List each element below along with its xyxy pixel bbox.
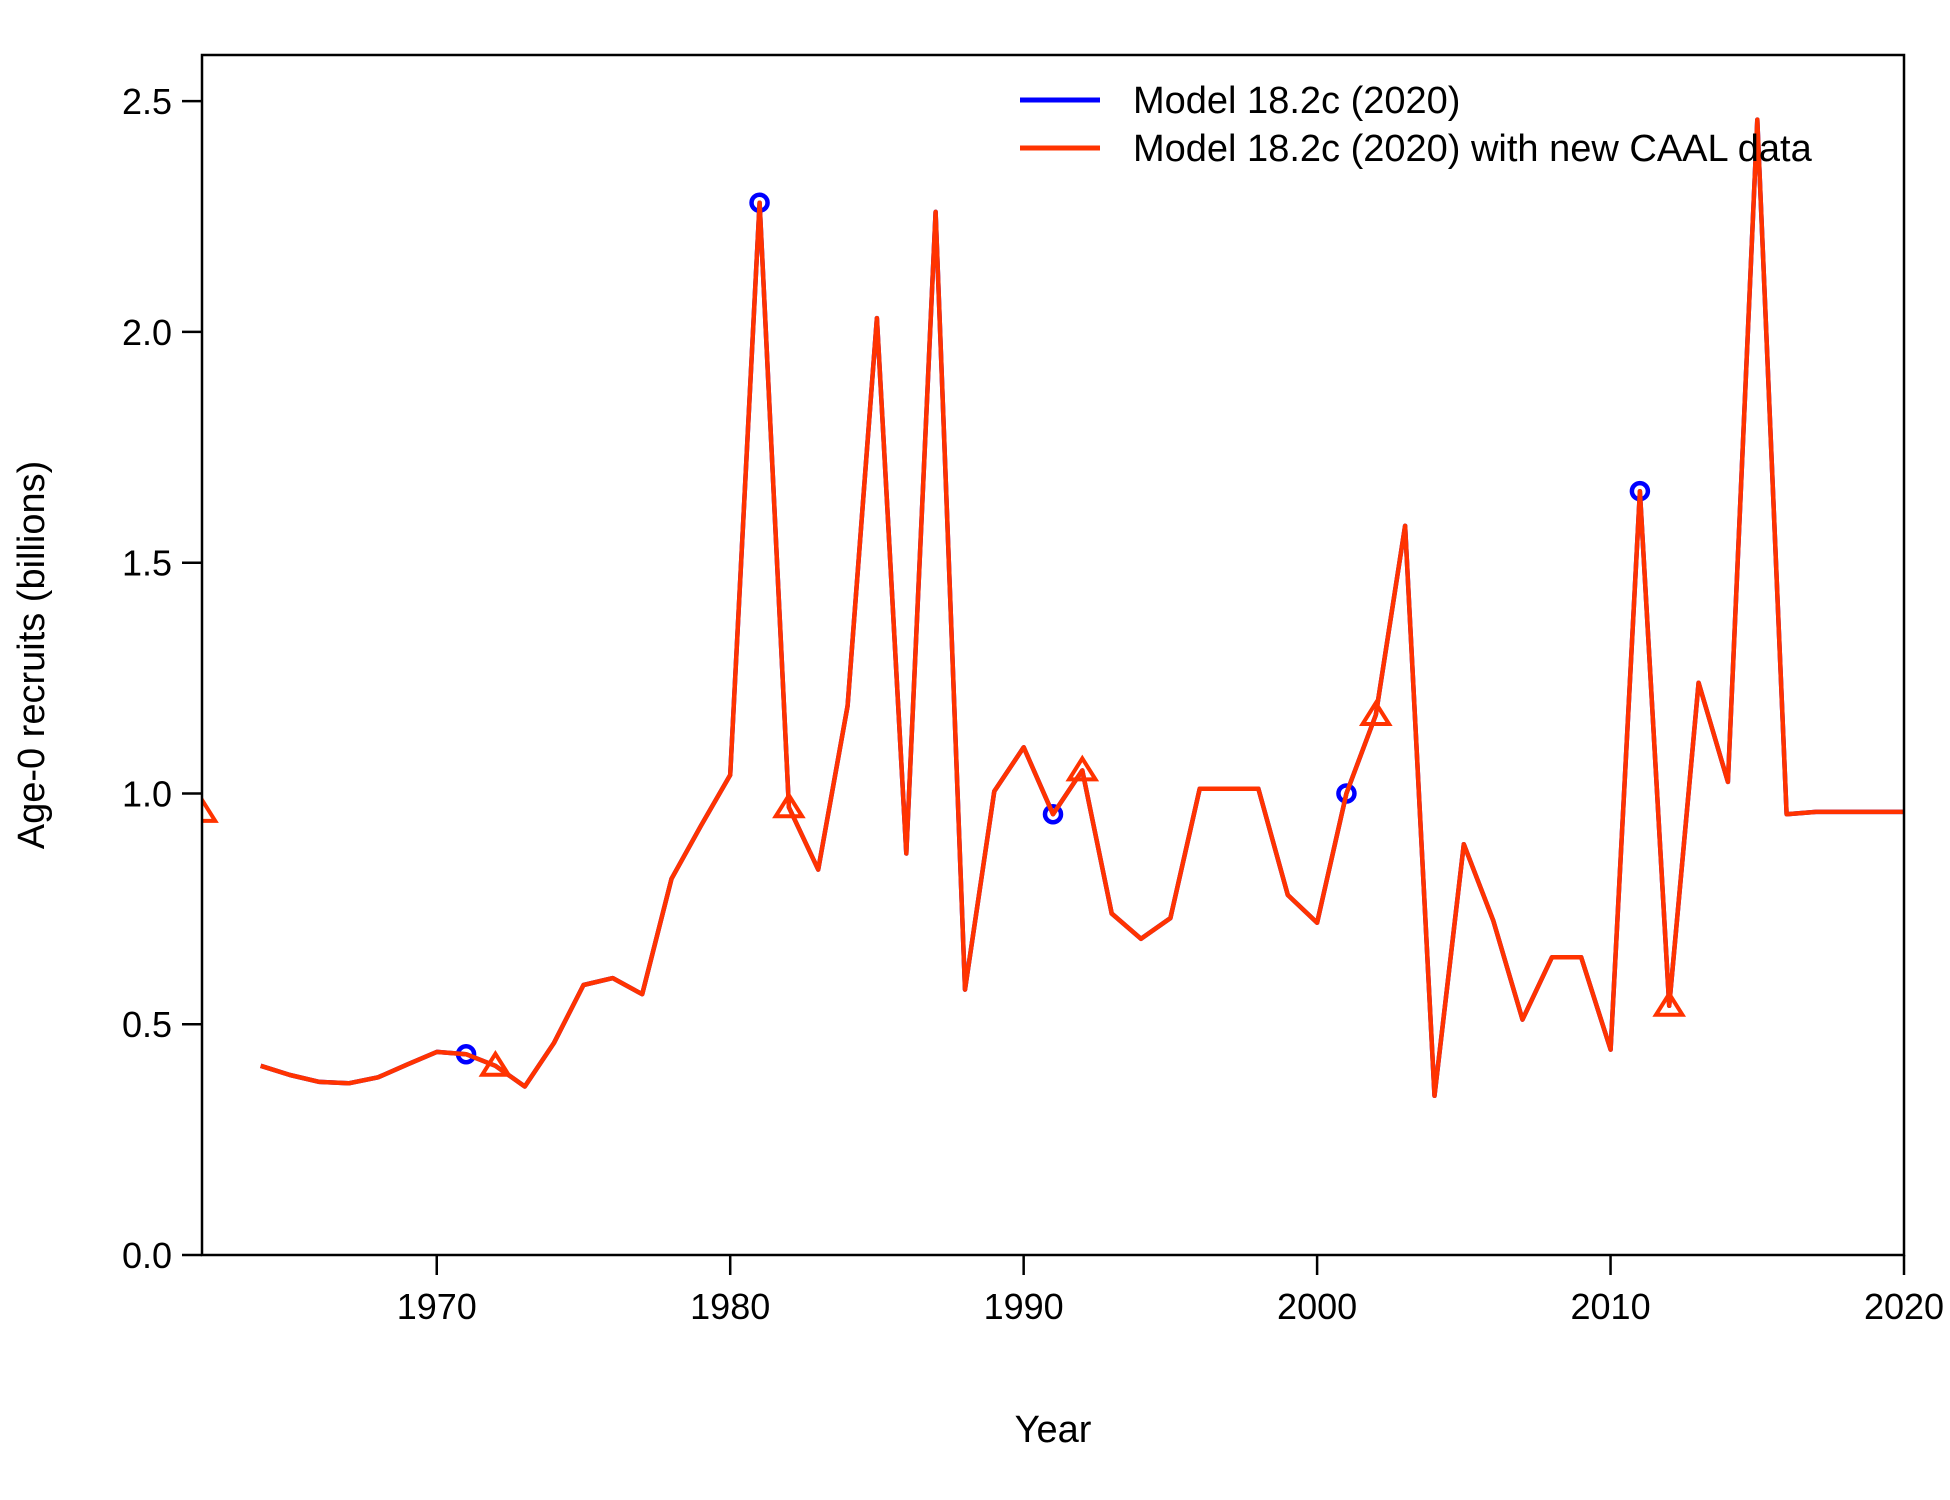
legend: Model 18.2c (2020) Model 18.2c (2020) wit… [1020,80,1813,170]
x-tick-label: 2000 [1277,1286,1357,1327]
triangle-marker [1358,699,1393,726]
x-tick-label: 2010 [1571,1286,1651,1327]
x-tick-label: 2020 [1864,1286,1944,1327]
y-tick-label: 2.5 [122,81,172,122]
x-axis-title: Year [1015,1409,1092,1451]
y-tick-label: 0.0 [122,1235,172,1276]
y-tick-label: 0.5 [122,1004,172,1045]
triangle-marker [1065,754,1100,782]
plot-series [202,117,1904,1099]
legend-item-1: Model 18.2c (2020) [1020,80,1460,122]
legend-item-2: Model 18.2c (2020) with new CAAL data [1020,128,1813,170]
legend-label: Model 18.2c (2020) with new CAAL data [1133,128,1813,170]
legend-label: Model 18.2c (2020) [1133,80,1460,122]
triangle-marker [1652,990,1687,1017]
x-tick-label: 1980 [690,1286,770,1327]
plot-frame [200,53,1906,1257]
series-2 [202,117,1904,1099]
x-axis: 1970 1980 1990 2000 2010 2020 [397,1255,1944,1327]
y-tick-label: 1.0 [122,773,172,814]
y-tick-label: 2.0 [122,312,172,353]
triangle-marker [478,1050,513,1077]
series-line [260,117,1904,1099]
x-tick-label: 1990 [984,1286,1064,1327]
y-tick-label: 1.5 [122,543,172,584]
y-axis-title: Age-0 recruits (billions) [11,461,53,850]
triangle-marker [772,791,806,819]
circle-marker [1042,803,1064,825]
y-axis: 0.0 0.5 1.0 1.5 2.0 2.5 [122,81,202,1276]
x-tick-label: 1970 [397,1286,477,1327]
triangle-marker [202,796,219,823]
